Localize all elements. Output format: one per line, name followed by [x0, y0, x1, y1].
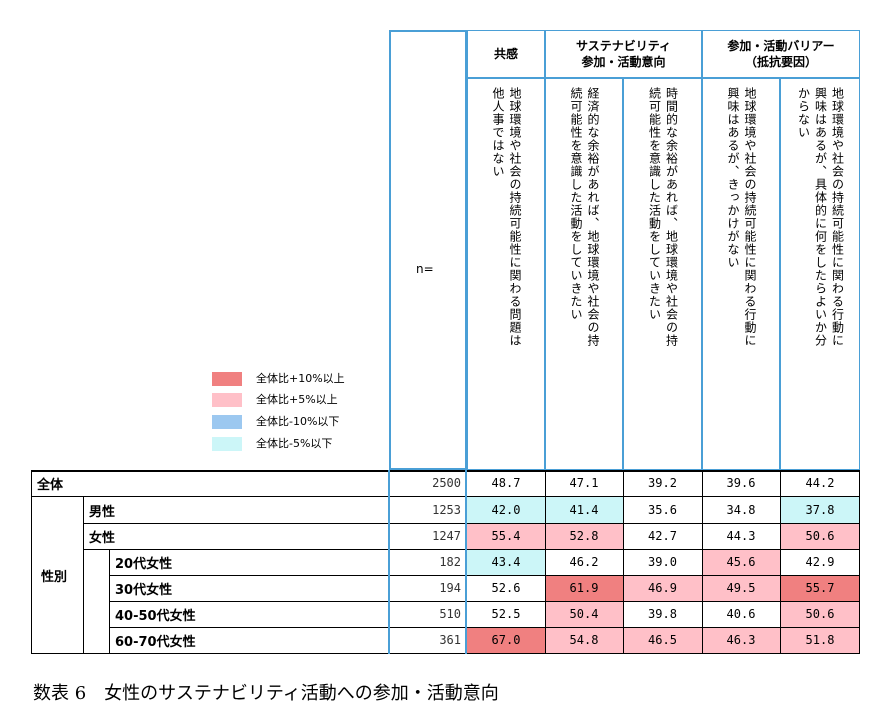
group-header-barrier: 参加・活動バリアー （抵抗要因） [702, 30, 860, 78]
data-cell: 46.5 [623, 627, 702, 653]
data-cell: 46.2 [545, 549, 623, 575]
data-cell: 51.8 [780, 627, 860, 653]
table-line-vert [545, 470, 546, 654]
data-cell: 37.8 [780, 497, 860, 523]
data-cell: 43.4 [467, 549, 545, 575]
legend-label-minus5: 全体比-5%以下 [256, 437, 333, 450]
row-label: 40-50代女性 [115, 608, 196, 624]
legend-label-plus10: 全体比+10%以上 [256, 372, 345, 385]
data-table: 性別 全体 2500 48.7 47.1 39.2 39.6 44.2 男性 1253 42.0 4… [31, 470, 860, 654]
data-cell: 52.6 [467, 575, 545, 601]
column-header-3-text: 時間的な余裕があれば、地球環境や社会の持 続可能性を意識した活動をしていきたい [647, 87, 679, 347]
table-line-vert [83, 497, 84, 654]
data-cell: 48.7 [467, 470, 545, 496]
data-cell: 42.7 [623, 523, 702, 549]
row-label: 30代女性 [115, 582, 173, 598]
data-cell: 50.6 [780, 523, 860, 549]
column-header-4-text: 地球環境や社会の持続可能性に関わる行動に 興味はあるが、きっかけがない [726, 87, 757, 347]
row-n-value: 1253 [432, 503, 461, 517]
row-n-value: 361 [439, 633, 461, 647]
table-line-row [109, 627, 860, 628]
data-cell: 39.6 [702, 470, 780, 496]
data-cell: 39.8 [623, 601, 702, 627]
data-cell: 35.6 [623, 497, 702, 523]
column-header-3: 時間的な余裕があれば、地球環境や社会の持 続可能性を意識した活動をしていきたい [623, 78, 702, 470]
data-cell: 46.3 [702, 627, 780, 653]
side-label-gender: 性別 [40, 570, 67, 585]
data-cell: 39.2 [623, 470, 702, 496]
group-header-intention: サステナビリティ 参加・活動意向 [545, 30, 702, 78]
row-n-value: 182 [439, 555, 461, 569]
data-cell: 54.8 [545, 627, 623, 653]
data-cell: 55.7 [780, 575, 860, 601]
data-cell: 52.8 [545, 523, 623, 549]
legend-swatch-plus5 [212, 393, 242, 407]
table-line-vert [780, 470, 781, 654]
data-cell: 44.3 [702, 523, 780, 549]
table-line-row [109, 601, 860, 602]
table-caption: 数表 6 女性のサステナビリティ活動への参加・活動意向 [33, 683, 499, 704]
table-line-n-left [388, 470, 390, 654]
column-header-2: 経済的な余裕があれば、地球環境や社会の持 続可能性を意識した活動をしていきたい [545, 78, 623, 470]
table-line-row [83, 523, 860, 524]
data-cell: 67.0 [467, 627, 545, 653]
row-label: 60-70代女性 [115, 634, 196, 650]
legend-swatch-plus10 [212, 372, 242, 386]
data-cell: 42.0 [467, 497, 545, 523]
table-line-n-right [465, 470, 467, 654]
row-n-value: 194 [439, 581, 461, 595]
table-line-row [109, 575, 860, 576]
row-label: 20代女性 [115, 556, 173, 572]
data-cell: 34.8 [702, 497, 780, 523]
data-cell: 39.0 [623, 549, 702, 575]
column-header-1-text: 地球環境や社会の持続可能性に関わる問題は 他人事ではない [491, 87, 522, 347]
table-line-vert [623, 470, 624, 654]
row-label: 全体 [37, 477, 64, 493]
legend: 全体比+10%以上 全体比+5%以上 全体比-10%以下 全体比-5%以下 [212, 369, 382, 459]
n-header-cell [389, 30, 467, 470]
data-cell: 44.2 [780, 470, 860, 496]
table-line-vert [109, 549, 110, 654]
group-header-empathy: 共感 [467, 30, 545, 78]
row-n-value: 1247 [432, 529, 461, 543]
legend-label-plus5: 全体比+5%以上 [256, 393, 338, 406]
column-header-5-text: 地球環境や社会の持続可能性に関わる行動に 興味はあるが、具体的に何をしたらよいか… [796, 87, 845, 347]
column-header-4: 地球環境や社会の持続可能性に関わる行動に 興味はあるが、きっかけがない [702, 78, 780, 470]
data-cell: 55.4 [467, 523, 545, 549]
table-line-bottom [31, 653, 860, 654]
table-line-top [31, 470, 860, 472]
table-line-right [859, 470, 860, 654]
data-cell: 49.5 [702, 575, 780, 601]
data-cell: 47.1 [545, 470, 623, 496]
row-n-value: 2500 [432, 476, 461, 490]
table-line-row [83, 549, 860, 550]
data-cell: 50.4 [545, 601, 623, 627]
column-header-5: 地球環境や社会の持続可能性に関わる行動に 興味はあるが、具体的に何をしたらよいか… [780, 78, 860, 470]
data-cell: 42.9 [780, 549, 860, 575]
data-cell: 46.9 [623, 575, 702, 601]
row-n-value: 510 [439, 607, 461, 621]
table-line-row [31, 496, 860, 497]
row-label: 女性 [89, 530, 116, 546]
data-cell: 52.5 [467, 601, 545, 627]
table-line-left [31, 470, 32, 654]
data-cell: 45.6 [702, 549, 780, 575]
row-label: 男性 [89, 504, 116, 520]
legend-label-minus10: 全体比-10%以下 [256, 415, 340, 428]
legend-swatch-minus5 [212, 437, 242, 451]
data-cell: 40.6 [702, 601, 780, 627]
data-cell: 61.9 [545, 575, 623, 601]
data-cell: 41.4 [545, 497, 623, 523]
n-header-label: n= [416, 262, 434, 276]
column-header-1: 地球環境や社会の持続可能性に関わる問題は 他人事ではない [467, 78, 545, 470]
legend-swatch-minus10 [212, 415, 242, 429]
column-header-2-text: 経済的な余裕があれば、地球環境や社会の持 続可能性を意識した活動をしていきたい [569, 87, 600, 347]
data-cell: 50.6 [780, 601, 860, 627]
table-line-vert [702, 470, 703, 654]
